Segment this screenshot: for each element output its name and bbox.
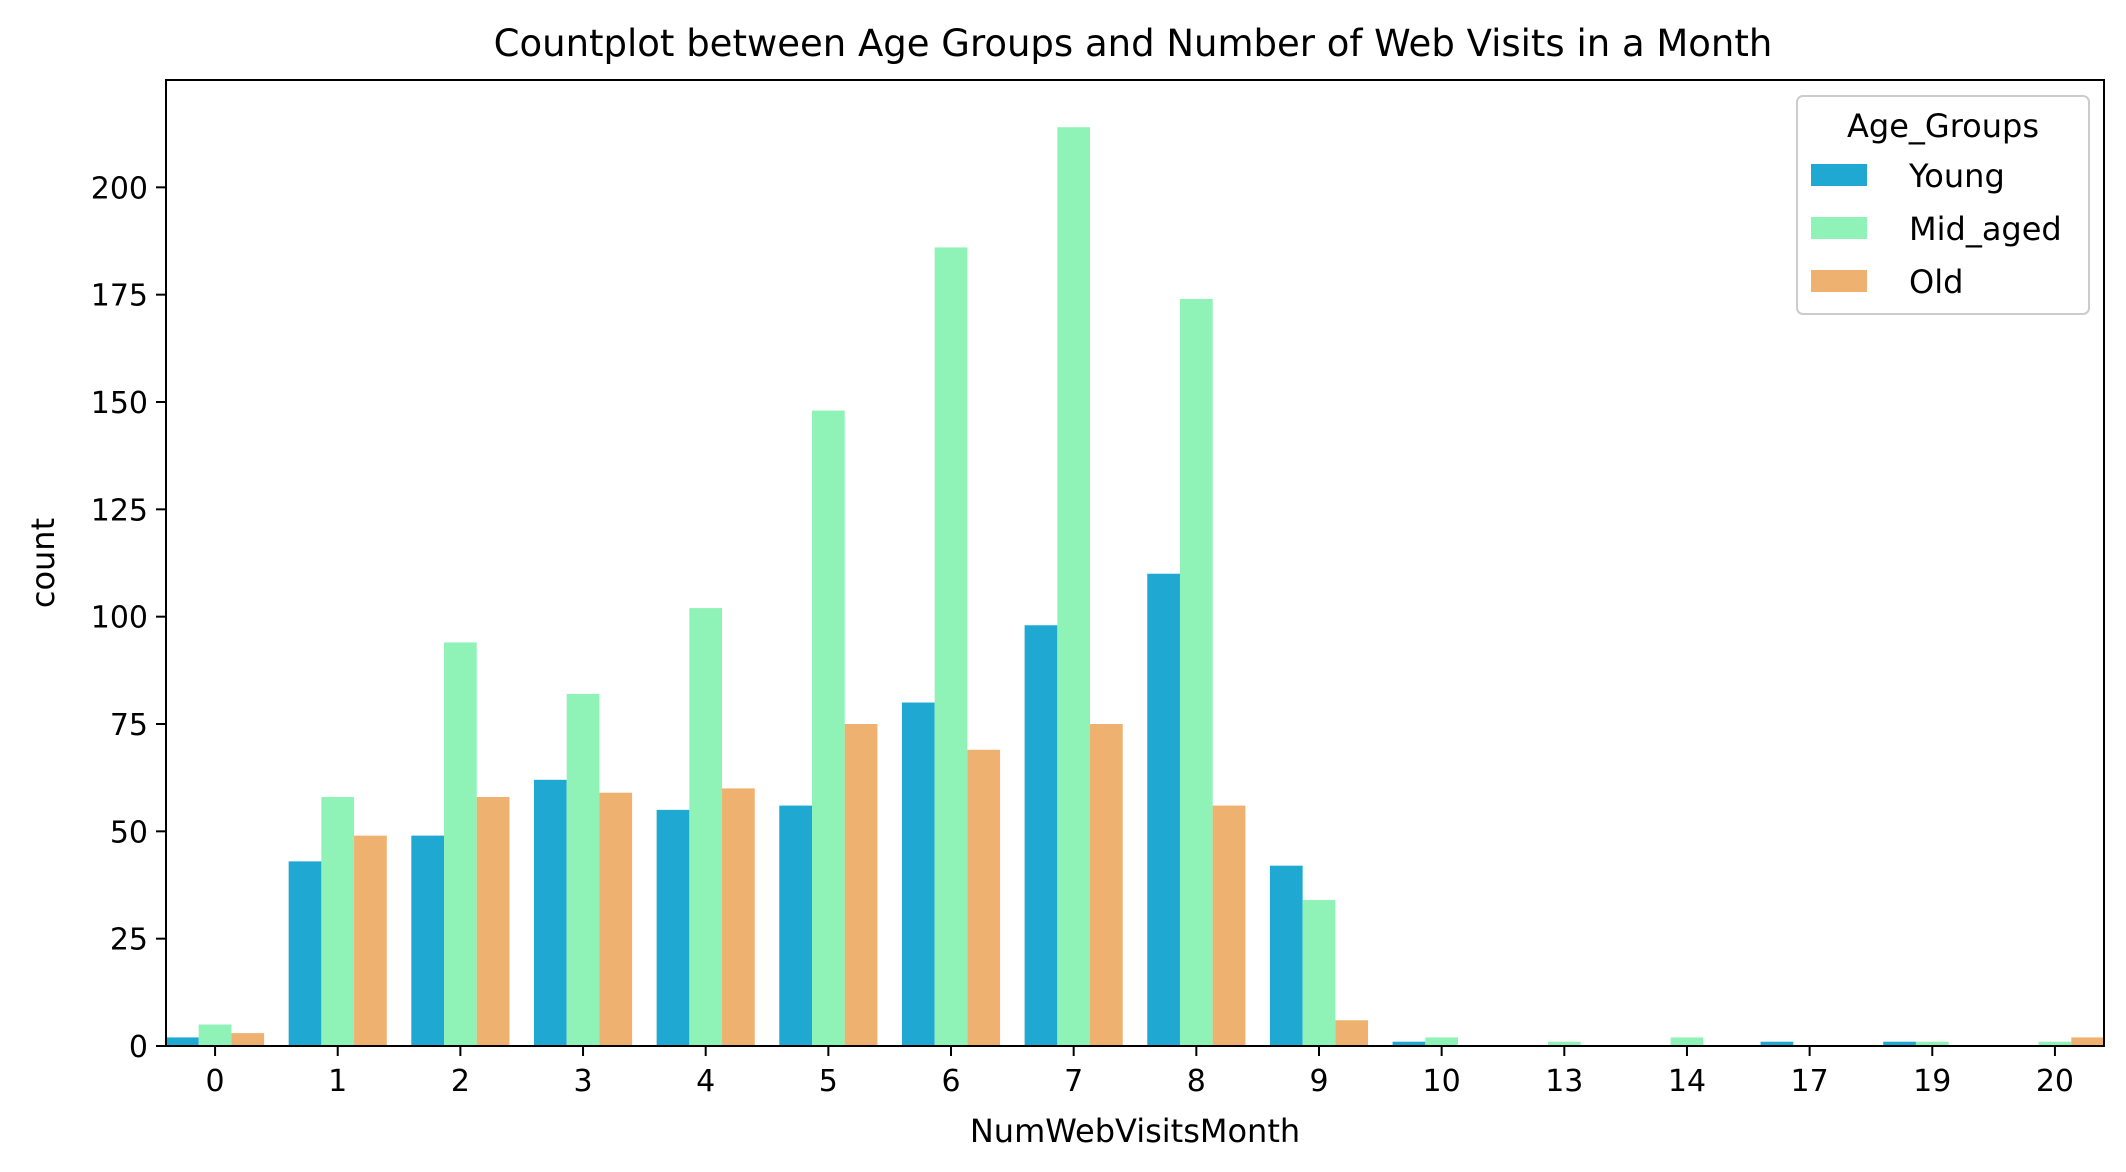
x-tick-label: 4 — [696, 1064, 715, 1099]
y-axis: 0 25 50 75 100 125 150 175 200 — [91, 171, 166, 1065]
x-tick-label: 13 — [1545, 1064, 1583, 1099]
legend-swatch-old — [1811, 270, 1867, 292]
y-tick-label: 100 — [91, 601, 148, 636]
legend-label-young: Young — [1908, 157, 2005, 195]
x-tick-label: 9 — [1309, 1064, 1328, 1099]
y-tick-label: 150 — [91, 386, 148, 421]
bar-young-2 — [411, 835, 445, 1046]
bar-mid-aged-8 — [1179, 298, 1213, 1047]
y-tick-label: 175 — [91, 279, 148, 314]
bar-mid-aged-9 — [1302, 900, 1336, 1046]
bar-mid-aged-6 — [934, 247, 968, 1046]
series-young — [166, 573, 1916, 1046]
bar-old-9 — [1335, 1020, 1369, 1046]
legend-swatch-young — [1811, 164, 1867, 186]
bar-old-0 — [231, 1033, 265, 1046]
plot-frame — [165, 79, 2105, 1047]
bar-young-6 — [901, 702, 935, 1046]
y-tick-label: 25 — [110, 923, 148, 958]
bar-mid-aged-13 — [1547, 1041, 1581, 1046]
bar-young-3 — [533, 779, 567, 1046]
legend-swatch-mid-aged — [1811, 217, 1867, 239]
x-axis: 0 1 2 3 4 5 6 7 8 9 10 13 14 17 19 20 — [206, 1046, 2074, 1099]
legend-box — [1796, 95, 2090, 315]
bar-old-5 — [844, 724, 878, 1046]
y-tick-label: 200 — [91, 171, 148, 206]
bar-young-10 — [1392, 1041, 1426, 1046]
y-tick-label: 125 — [91, 493, 148, 528]
bar-mid-aged-14 — [1670, 1037, 1704, 1046]
y-tick-label: 75 — [110, 708, 148, 743]
bar-old-1 — [354, 835, 387, 1046]
x-tick-label: 6 — [941, 1064, 960, 1099]
bar-mid-aged-19 — [1915, 1041, 1949, 1046]
bar-mid-aged-3 — [566, 693, 600, 1046]
legend-label-mid-aged: Mid_aged — [1909, 210, 2062, 248]
bar-old-6 — [967, 749, 1001, 1046]
x-tick-label: 8 — [1187, 1064, 1206, 1099]
bar-mid-aged-20 — [2038, 1041, 2072, 1046]
x-tick-label: 1 — [328, 1064, 347, 1099]
bar-old-3 — [599, 792, 633, 1046]
x-tick-label: 3 — [573, 1064, 592, 1099]
legend-title: Age_Groups — [1847, 107, 2039, 145]
bar-old-4 — [722, 788, 755, 1046]
x-tick-label: 10 — [1423, 1064, 1461, 1099]
bar-mid-aged-1 — [321, 796, 355, 1046]
bar-young-19 — [1883, 1041, 1916, 1046]
bar-young-4 — [656, 809, 690, 1046]
bar-young-1 — [288, 861, 322, 1046]
x-tick-label: 5 — [819, 1064, 838, 1099]
legend-label-old: Old — [1909, 263, 1963, 301]
bar-young-0 — [166, 1037, 199, 1046]
chart-title: Countplot between Age Groups and Number … — [494, 22, 1773, 65]
bar-old-8 — [1212, 805, 1246, 1046]
legend: Age_Groups Young Mid_aged Old — [1796, 95, 2090, 315]
bar-young-9 — [1269, 865, 1303, 1046]
x-axis-label: NumWebVisitsMonth — [970, 1112, 1300, 1150]
y-tick-label: 50 — [110, 815, 148, 850]
x-tick-label: 20 — [2036, 1064, 2074, 1099]
x-tick-label: 17 — [1791, 1064, 1829, 1099]
x-tick-label: 7 — [1064, 1064, 1083, 1099]
series-old — [231, 724, 2104, 1046]
bar-mid-aged-0 — [198, 1024, 232, 1046]
bar-old-2 — [476, 796, 510, 1046]
bar-mid-aged-2 — [444, 642, 477, 1046]
bar-old-20 — [2071, 1037, 2104, 1046]
bar-young-7 — [1024, 625, 1058, 1046]
x-tick-label: 19 — [1913, 1064, 1951, 1099]
y-tick-label: 0 — [129, 1030, 148, 1065]
y-axis-label: count — [24, 518, 62, 608]
bar-old-7 — [1090, 724, 1123, 1046]
bar-mid-aged-10 — [1425, 1037, 1458, 1046]
bar-mid-aged-7 — [1057, 127, 1091, 1046]
x-tick-label: 2 — [451, 1064, 470, 1099]
x-tick-label: 0 — [206, 1064, 225, 1099]
bar-young-8 — [1147, 573, 1180, 1046]
bar-mid-aged-4 — [689, 608, 723, 1046]
bars-layer — [166, 127, 2104, 1047]
x-tick-label: 14 — [1668, 1064, 1706, 1099]
bar-mid-aged-5 — [812, 410, 845, 1046]
series-mid-aged — [198, 127, 2072, 1047]
bar-young-17 — [1760, 1041, 1794, 1046]
bar-young-5 — [779, 805, 812, 1046]
